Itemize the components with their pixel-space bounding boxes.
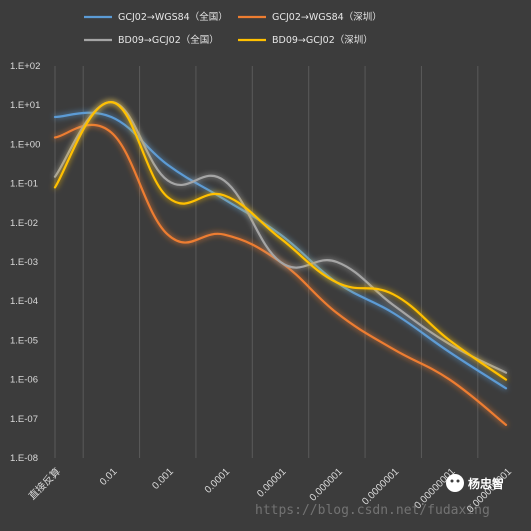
watermark: https://blog.csdn.net/fudaxing 杨忠智 — [255, 474, 504, 518]
x-tick-label-0: 直接反算 — [26, 465, 63, 502]
x-tick-label-5: 0.000001 — [308, 466, 346, 504]
y-axis: 1.E+02 1.E+01 1.E+00 1.E-01 1.E-02 1.E-03 1.E-… — [10, 61, 40, 464]
legend-entry-2: BD09→GCJ02（全国） — [118, 34, 219, 46]
y-tick-label-2: 1.E+00 — [10, 139, 40, 150]
x-tick-label-1: 0.01 — [98, 466, 120, 488]
series-line-0 — [53, 111, 508, 390]
x-tick-label-6: 0.0000001 — [360, 466, 402, 508]
legend: GCJ02→WGS84（全国） GCJ02→WGS84（深圳） BD09→GCJ02… — [84, 11, 382, 46]
x-tick-label-2: 0.001 — [150, 466, 176, 492]
series-line-1 — [53, 123, 508, 426]
y-tick-label-0: 1.E+02 — [10, 61, 40, 72]
x-tick-label-4: 0.00001 — [255, 466, 289, 500]
y-tick-label-10: 1.E-08 — [10, 453, 38, 464]
watermark-url: https://blog.csdn.net/fudaxing — [255, 503, 490, 518]
x-tick-label-3: 0.0001 — [203, 466, 233, 496]
wechat-icon — [446, 474, 464, 492]
y-tick-label-5: 1.E-03 — [10, 257, 38, 268]
y-tick-label-7: 1.E-05 — [10, 335, 38, 346]
wechat-icon-eye-left — [450, 479, 454, 483]
legend-entry-1: GCJ02→WGS84（深圳） — [272, 11, 382, 23]
y-tick-label-8: 1.E-06 — [10, 375, 38, 386]
wechat-icon-eye-right — [456, 479, 460, 483]
y-tick-label-6: 1.E-04 — [10, 296, 38, 307]
y-tick-label-9: 1.E-07 — [10, 414, 38, 425]
watermark-account-name: 杨忠智 — [468, 476, 504, 491]
watermark-badge: 杨忠智 — [446, 474, 504, 492]
series-lines — [53, 100, 508, 426]
legend-entry-3: BD09→GCJ02（深圳） — [272, 34, 373, 46]
y-tick-label-1: 1.E+01 — [10, 100, 40, 111]
y-tick-label-3: 1.E-01 — [10, 179, 38, 190]
series-line-3 — [53, 100, 508, 381]
y-tick-label-4: 1.E-02 — [10, 218, 38, 229]
legend-entry-0: GCJ02→WGS84（全国） — [118, 11, 228, 23]
grid — [54, 66, 479, 458]
